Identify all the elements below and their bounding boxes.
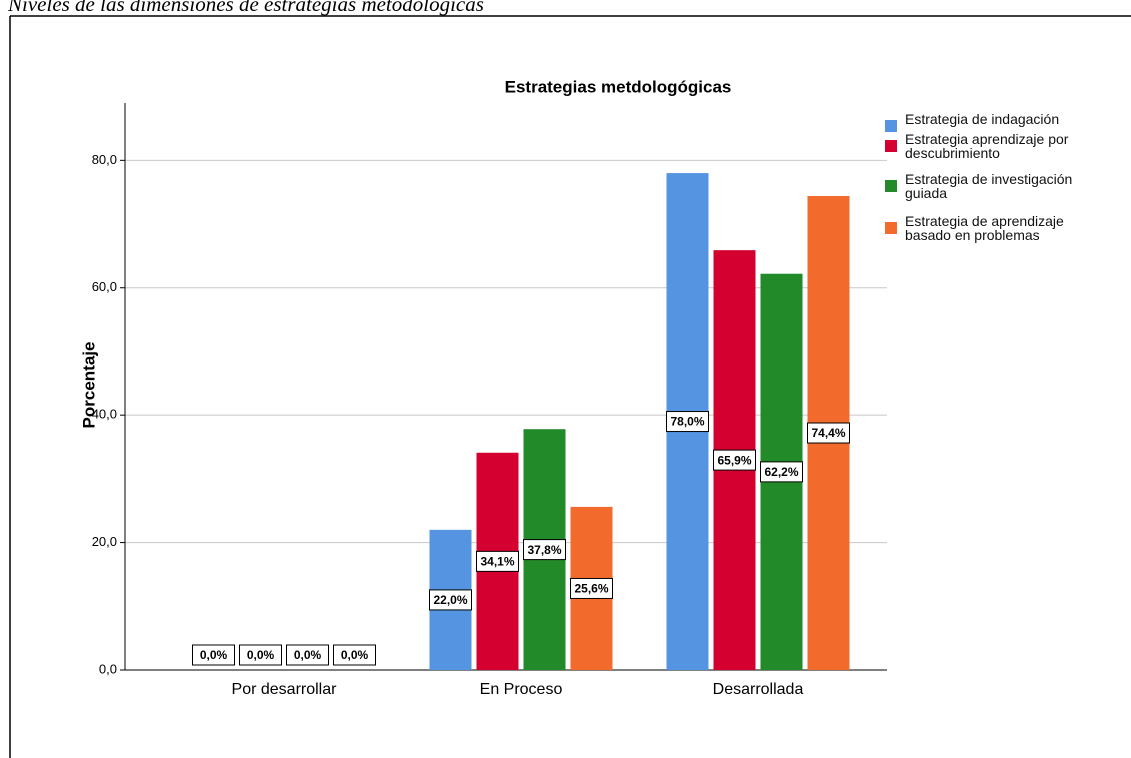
value-label: 65,9% <box>717 453 751 467</box>
x-tick-label: En Proceso <box>480 681 563 698</box>
value-label-box <box>570 577 613 599</box>
value-label-box <box>429 589 472 611</box>
y-tick-label: 40,0 <box>92 407 117 422</box>
value-label: 62,2% <box>764 465 798 479</box>
y-tick-label: 80,0 <box>92 152 117 167</box>
legend-swatch <box>885 140 897 152</box>
caption: Niveles de las dimensiones de estrategia… <box>7 0 484 16</box>
value-label: 0,0% <box>247 648 275 662</box>
value-label-box <box>666 411 709 433</box>
x-tick-label: Por desarrollar <box>232 681 338 698</box>
y-tick-label: 20,0 <box>92 534 117 549</box>
value-label: 78,0% <box>670 415 704 429</box>
value-label-box <box>286 644 329 666</box>
legend-swatch <box>885 120 897 132</box>
value-label: 34,1% <box>480 555 514 569</box>
legend-entry: Estrategia de investigación guiada <box>905 171 1073 201</box>
y-tick-label: 0,0 <box>99 661 117 676</box>
value-label-box <box>192 644 235 666</box>
value-label-box <box>807 422 850 444</box>
value-label-box <box>713 449 756 471</box>
value-label: 74,4% <box>811 426 845 440</box>
value-label: 25,6% <box>574 582 608 596</box>
value-label: 0,0% <box>341 648 369 662</box>
value-label: 0,0% <box>200 648 228 662</box>
y-axis-label: Porcentaje <box>79 342 98 429</box>
value-label: 37,8% <box>527 543 561 557</box>
x-tick-label: Desarrollada <box>713 681 804 698</box>
value-label-box <box>523 539 566 561</box>
legend-entry: Estrategia de indagación <box>905 111 1060 127</box>
legend-entry: Estrategia de aprendizaje basado en prob… <box>905 213 1064 243</box>
value-label: 22,0% <box>433 593 467 607</box>
value-label-box <box>760 461 803 483</box>
value-label: 0,0% <box>294 648 322 662</box>
value-label-box <box>476 550 519 572</box>
value-label-box <box>333 644 376 666</box>
y-tick-label: 60,0 <box>92 279 117 294</box>
legend-swatch <box>885 180 897 192</box>
value-label-box <box>239 644 282 666</box>
legend-entry: Estrategia aprendizaje por descubrimient… <box>905 131 1069 161</box>
chart-title: Estrategias metdologógicas <box>505 77 732 96</box>
legend-swatch <box>885 222 897 234</box>
